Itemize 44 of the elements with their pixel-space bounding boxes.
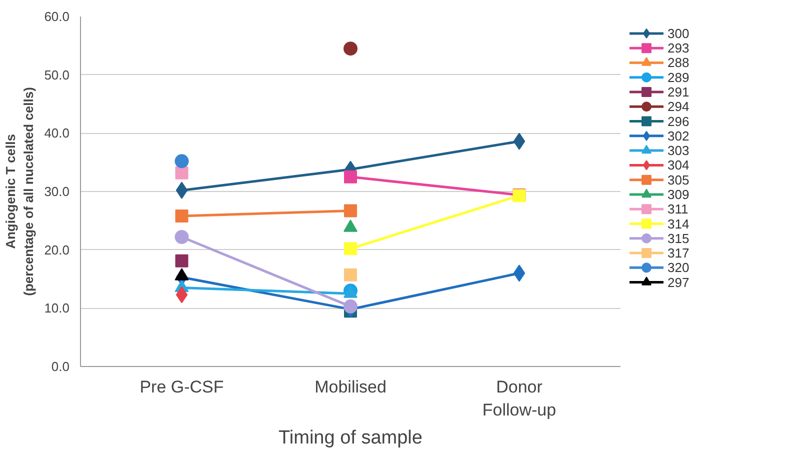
y-tick-label: 20.0	[44, 242, 70, 258]
point	[174, 230, 189, 244]
legend-label: 291	[668, 84, 690, 100]
legend-label: 289	[668, 70, 690, 85]
legend-label: 300	[668, 26, 690, 41]
y-tick-label: 30.0	[44, 184, 70, 199]
legend-label: 320	[668, 260, 690, 276]
legend-label: 317	[668, 246, 690, 261]
point	[344, 42, 358, 56]
point	[175, 254, 188, 268]
y-tick-label: 0.0	[51, 359, 70, 374]
legend-label: 304	[668, 158, 690, 173]
point	[513, 264, 526, 282]
point	[344, 204, 357, 218]
legend-label: 311	[668, 202, 688, 217]
point	[174, 154, 189, 168]
point	[176, 182, 188, 199]
point	[175, 166, 188, 180]
legend-label: 302	[668, 128, 690, 144]
x-tick-label: Mobilised	[314, 378, 386, 396]
x-tick-label: Donor Follow-up	[482, 378, 556, 420]
legend-label: 296	[668, 114, 690, 129]
legend-label: 293	[668, 40, 690, 56]
point	[344, 242, 357, 256]
x-tick-label: Pre G-CSF	[140, 378, 224, 396]
point	[344, 268, 357, 282]
point	[344, 170, 357, 184]
legend-label: 297	[668, 274, 690, 290]
x-axis-title: Timing of sample	[278, 427, 422, 448]
legend-label: 309	[668, 186, 690, 202]
point	[175, 210, 188, 222]
y-tick-label: 10.0	[44, 300, 70, 316]
legend-label: 305	[668, 172, 690, 188]
legend-label: 294	[668, 99, 690, 114]
legend-label: 315	[668, 230, 690, 246]
y-tick-label: 40.0	[44, 126, 70, 141]
legend-label: 303	[668, 143, 690, 158]
legend-label: 314	[668, 216, 690, 232]
y-tick-label: 50.0	[44, 67, 70, 82]
point	[513, 132, 526, 150]
y-tick-label: 60.0	[44, 9, 70, 24]
legend-label: 288	[668, 55, 690, 70]
point	[344, 299, 358, 314]
y-axis-title: Angiogenic T cells (percentage of all nucelated cells)	[3, 87, 36, 296]
